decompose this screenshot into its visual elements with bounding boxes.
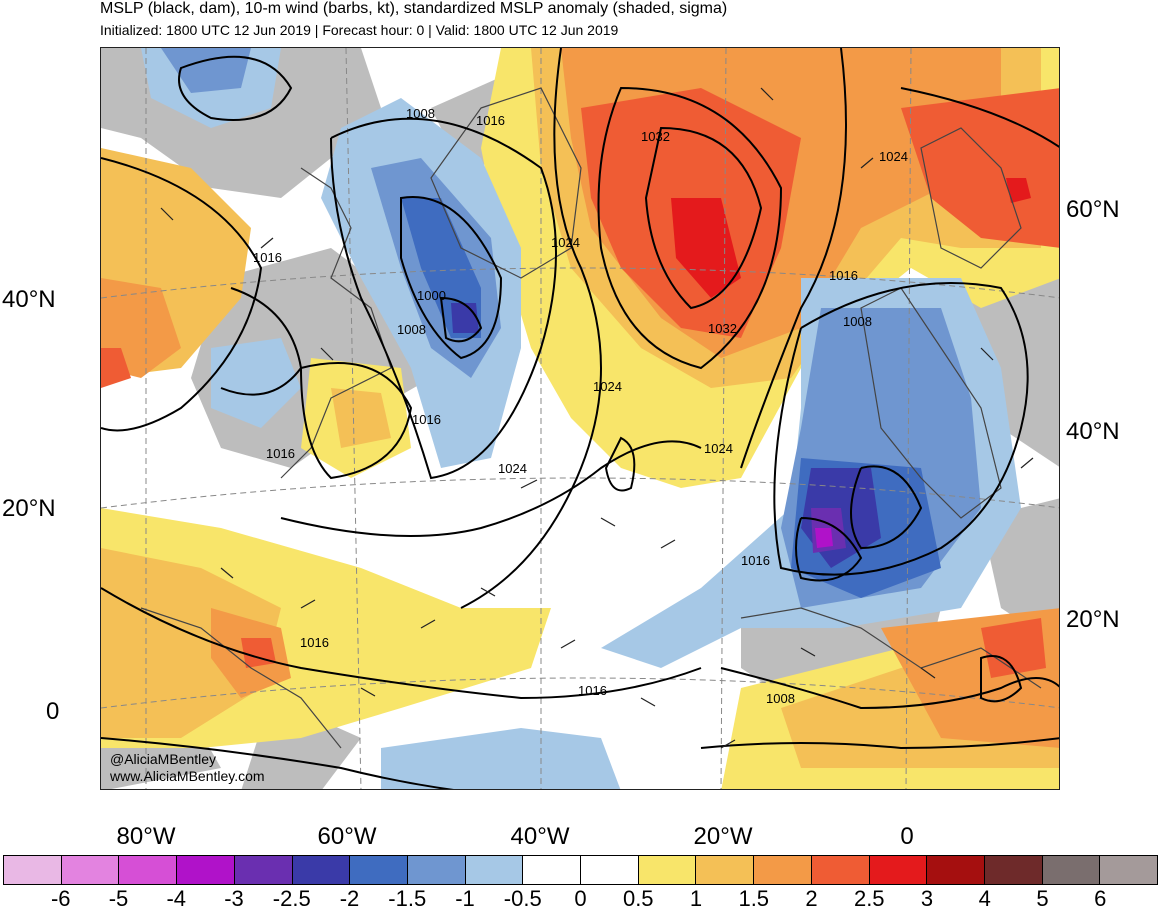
colorbar-segment	[234, 856, 293, 884]
isobar-label: 1024	[551, 235, 580, 250]
credit-website: www.AliciaMBentley.com	[110, 768, 265, 784]
colorbar-label: 0.5	[622, 886, 654, 911]
isobar-label: 1016	[476, 113, 505, 128]
colorbar-segment	[177, 856, 235, 884]
colorbar-segment	[638, 856, 697, 884]
colorbar-segment	[4, 856, 62, 884]
isobar-label: 1016	[266, 446, 295, 461]
lon-label: 20°W	[693, 823, 753, 850]
colorbar-segment	[350, 856, 408, 884]
isobar-label: 1016	[300, 635, 329, 650]
colorbar-label: 1	[689, 886, 703, 911]
colorbar-label: -1	[455, 886, 475, 911]
map-subtitle: Initialized: 1800 UTC 12 Jun 2019 | Fore…	[100, 22, 619, 38]
colorbar	[3, 855, 1158, 885]
colorbar-segment	[1042, 856, 1101, 884]
colorbar-label: -4	[166, 886, 187, 911]
isobar-label: 1000	[417, 288, 446, 303]
coastlines	[140, 87, 1042, 749]
lon-label: 0	[900, 823, 914, 850]
isobar-label: 1024	[704, 441, 733, 456]
isobars	[101, 48, 1059, 789]
colorbar-segment	[696, 856, 755, 884]
lon-label: 80°W	[116, 823, 176, 850]
colorbar-segment	[1100, 856, 1158, 884]
colorbar-segment	[292, 856, 351, 884]
isobar-label: 1016	[412, 412, 441, 427]
lat-label-left: 40°N	[2, 286, 56, 313]
colorbar-segment	[523, 856, 582, 884]
colorbar-label: -3	[224, 886, 244, 911]
weather-map: 1008 1016 1032 1024 1016 1000 1008 1024 …	[100, 47, 1060, 790]
lat-label-left: 20°N	[2, 495, 56, 522]
map-canvas: 1008 1016 1032 1024 1016 1000 1008 1024 …	[101, 48, 1059, 789]
isobar-label: 1032	[708, 321, 737, 336]
colorbar-segment	[811, 856, 870, 884]
lon-label: 60°W	[317, 823, 377, 850]
colorbar-segment	[581, 856, 639, 884]
colorbar-label: 2.5	[853, 886, 885, 911]
colorbar-label: 3	[920, 886, 934, 911]
isobar-label: 1024	[593, 379, 622, 394]
colorbar-segment	[984, 856, 1043, 884]
isobar-label: 1024	[498, 461, 527, 476]
isobar-label: 1008	[766, 691, 795, 706]
colorbar-segment	[119, 856, 178, 884]
lon-label: 40°W	[510, 823, 570, 850]
lat-label-left: 0	[46, 698, 60, 725]
isobar-labels: 1008 1016 1032 1024 1016 1000 1008 1024 …	[253, 106, 908, 706]
map-title: MSLP (black, dam), 10-m wind (barbs, kt)…	[100, 0, 728, 17]
colorbar-label: -0.5	[503, 886, 542, 911]
colorbar-segment	[927, 856, 985, 884]
lat-label-right: 20°N	[1066, 606, 1120, 633]
credit-handle: @AliciaMBentley	[110, 751, 217, 767]
isobar-label: 1032	[641, 129, 670, 144]
colorbar-segment	[61, 856, 120, 884]
colorbar-segment	[754, 856, 812, 884]
colorbar-segment	[869, 856, 928, 884]
lat-label-right: 60°N	[1066, 196, 1120, 223]
isobar-label: 1024	[879, 149, 908, 164]
colorbar-label: 2	[805, 886, 818, 911]
colorbar-label: 0	[574, 886, 587, 911]
colorbar-label: 5	[1036, 886, 1049, 911]
colorbar-label: -1.5	[388, 886, 427, 911]
negative-anomaly-layer	[141, 48, 1021, 789]
wind-barbs	[160, 87, 1034, 749]
positive-anomaly-layer	[101, 48, 1059, 789]
isobar-label: 1016	[578, 683, 607, 698]
colorbar-segment	[407, 856, 466, 884]
isobar-label: 1016	[829, 268, 858, 283]
isobar-label: 1016	[741, 553, 770, 568]
isobar-label: 1008	[406, 106, 435, 121]
colorbar-label: 1.5	[738, 886, 770, 911]
colorbar-label: -6	[50, 886, 71, 911]
colorbar-label: 4	[978, 886, 991, 911]
colorbar-label: -5	[108, 886, 129, 911]
isobar-label: 1016	[253, 250, 282, 265]
colorbar-label: 6	[1094, 886, 1107, 911]
colorbar-label: -2	[339, 886, 360, 911]
lat-label-right: 40°N	[1066, 418, 1120, 445]
colorbar-label: -2.5	[272, 886, 311, 911]
isobar-label: 1008	[843, 314, 872, 329]
colorbar-segment	[465, 856, 524, 884]
isobar-label: 1008	[397, 322, 426, 337]
